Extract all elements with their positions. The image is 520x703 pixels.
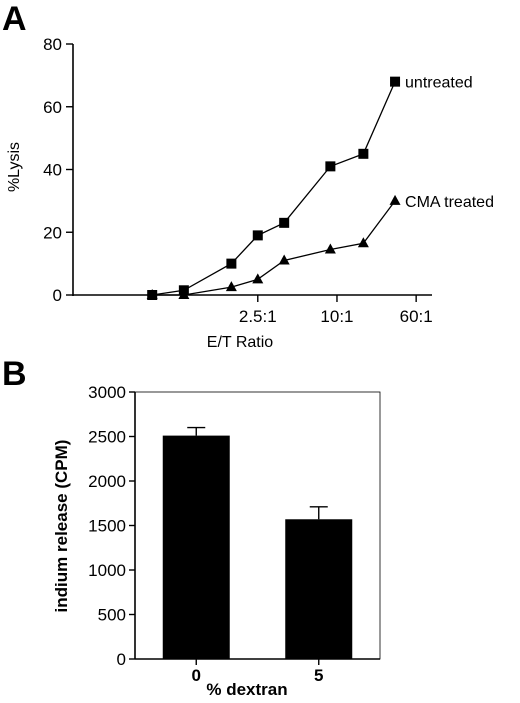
panel-a-y-tick-label: 20 xyxy=(43,223,62,242)
panel-a-triangle-point xyxy=(357,237,369,248)
panel-a-y-tick-label: 0 xyxy=(53,286,62,305)
panel-a-triangle-point xyxy=(178,289,190,299)
panel-b-y-tick-label: 1500 xyxy=(88,517,126,536)
panel-a-square-point xyxy=(226,258,237,269)
panel-a-y-axis-title: %Lysis xyxy=(6,142,23,192)
panel-a-triangle-point xyxy=(324,243,336,254)
panel-b-y-tick-label: 1000 xyxy=(88,561,126,580)
panel-b-bar-0 xyxy=(162,435,230,659)
panel-a-square-point xyxy=(390,76,401,87)
panel-a-square-point xyxy=(279,217,290,228)
panel-a-ticks: 0 20 40 60 80 2.5:1 10:1 60:1 xyxy=(43,35,433,326)
panel-a-y-tick-label: 40 xyxy=(43,161,62,180)
panel-a-series: untreated CMA treated xyxy=(146,75,494,300)
panel-a-series-line-untreated xyxy=(152,81,396,296)
panel-b-bars xyxy=(162,426,353,659)
panel-a-x-tick-label: 60:1 xyxy=(400,307,433,326)
panel-b-x-tick-label: 5 xyxy=(314,666,323,685)
panel-a-triangle-point xyxy=(146,289,158,299)
panel-a-series-line-cma-treated xyxy=(152,200,396,296)
panel-a-x-axis-title: E/T Ratio xyxy=(207,334,274,351)
panel-a-triangle-point xyxy=(278,254,290,265)
panel-b-y-tick-label: 500 xyxy=(98,606,126,625)
panel-a-square-point xyxy=(325,161,336,172)
panel-a-triangle-point xyxy=(252,273,264,284)
panel-b-y-tick-label: 2000 xyxy=(88,472,126,491)
panel-b-y-tick-label: 2500 xyxy=(88,428,126,447)
panel-a-series-label-untreated: untreated xyxy=(405,75,473,92)
panel-b-x-axis-title: % dextran xyxy=(206,680,287,699)
panel-a-line-chart: A 0 20 40 60 80 2.5:1 10:1 60:1 untreated CMA tr… xyxy=(2,0,494,351)
panel-b-y-tick-label: 3000 xyxy=(88,383,126,402)
panel-b-x-tick-label: 0 xyxy=(192,666,201,685)
panel-a-letter: A xyxy=(2,0,27,38)
panel-b-ticks: 0 500 1000 1500 2000 2500 3000 0 5 xyxy=(88,383,323,685)
panel-a-triangle-point xyxy=(225,281,237,292)
panel-a-y-tick-label: 60 xyxy=(43,98,62,117)
panel-a-square-point xyxy=(252,230,263,241)
panel-a-y-tick-label: 80 xyxy=(43,35,62,54)
panel-a-x-tick-label: 2.5:1 xyxy=(239,307,277,326)
panel-a-square-point xyxy=(358,148,369,159)
panel-b-bar-5 xyxy=(285,519,353,659)
panel-b-y-axis-title: indium release (CPM) xyxy=(52,440,71,613)
panel-a-series-label-cma-treated: CMA treated xyxy=(405,194,494,211)
panel-a-triangle-point xyxy=(389,194,401,205)
panel-b-bar-chart: B 0 500 1000 1500 2000 2500 3000 0 5 indium rele… xyxy=(2,355,381,699)
panel-a-x-tick-label: 10:1 xyxy=(320,307,353,326)
panel-b-letter: B xyxy=(2,355,27,393)
panel-b-y-tick-label: 0 xyxy=(117,650,126,669)
panel-a-axes xyxy=(72,44,432,296)
